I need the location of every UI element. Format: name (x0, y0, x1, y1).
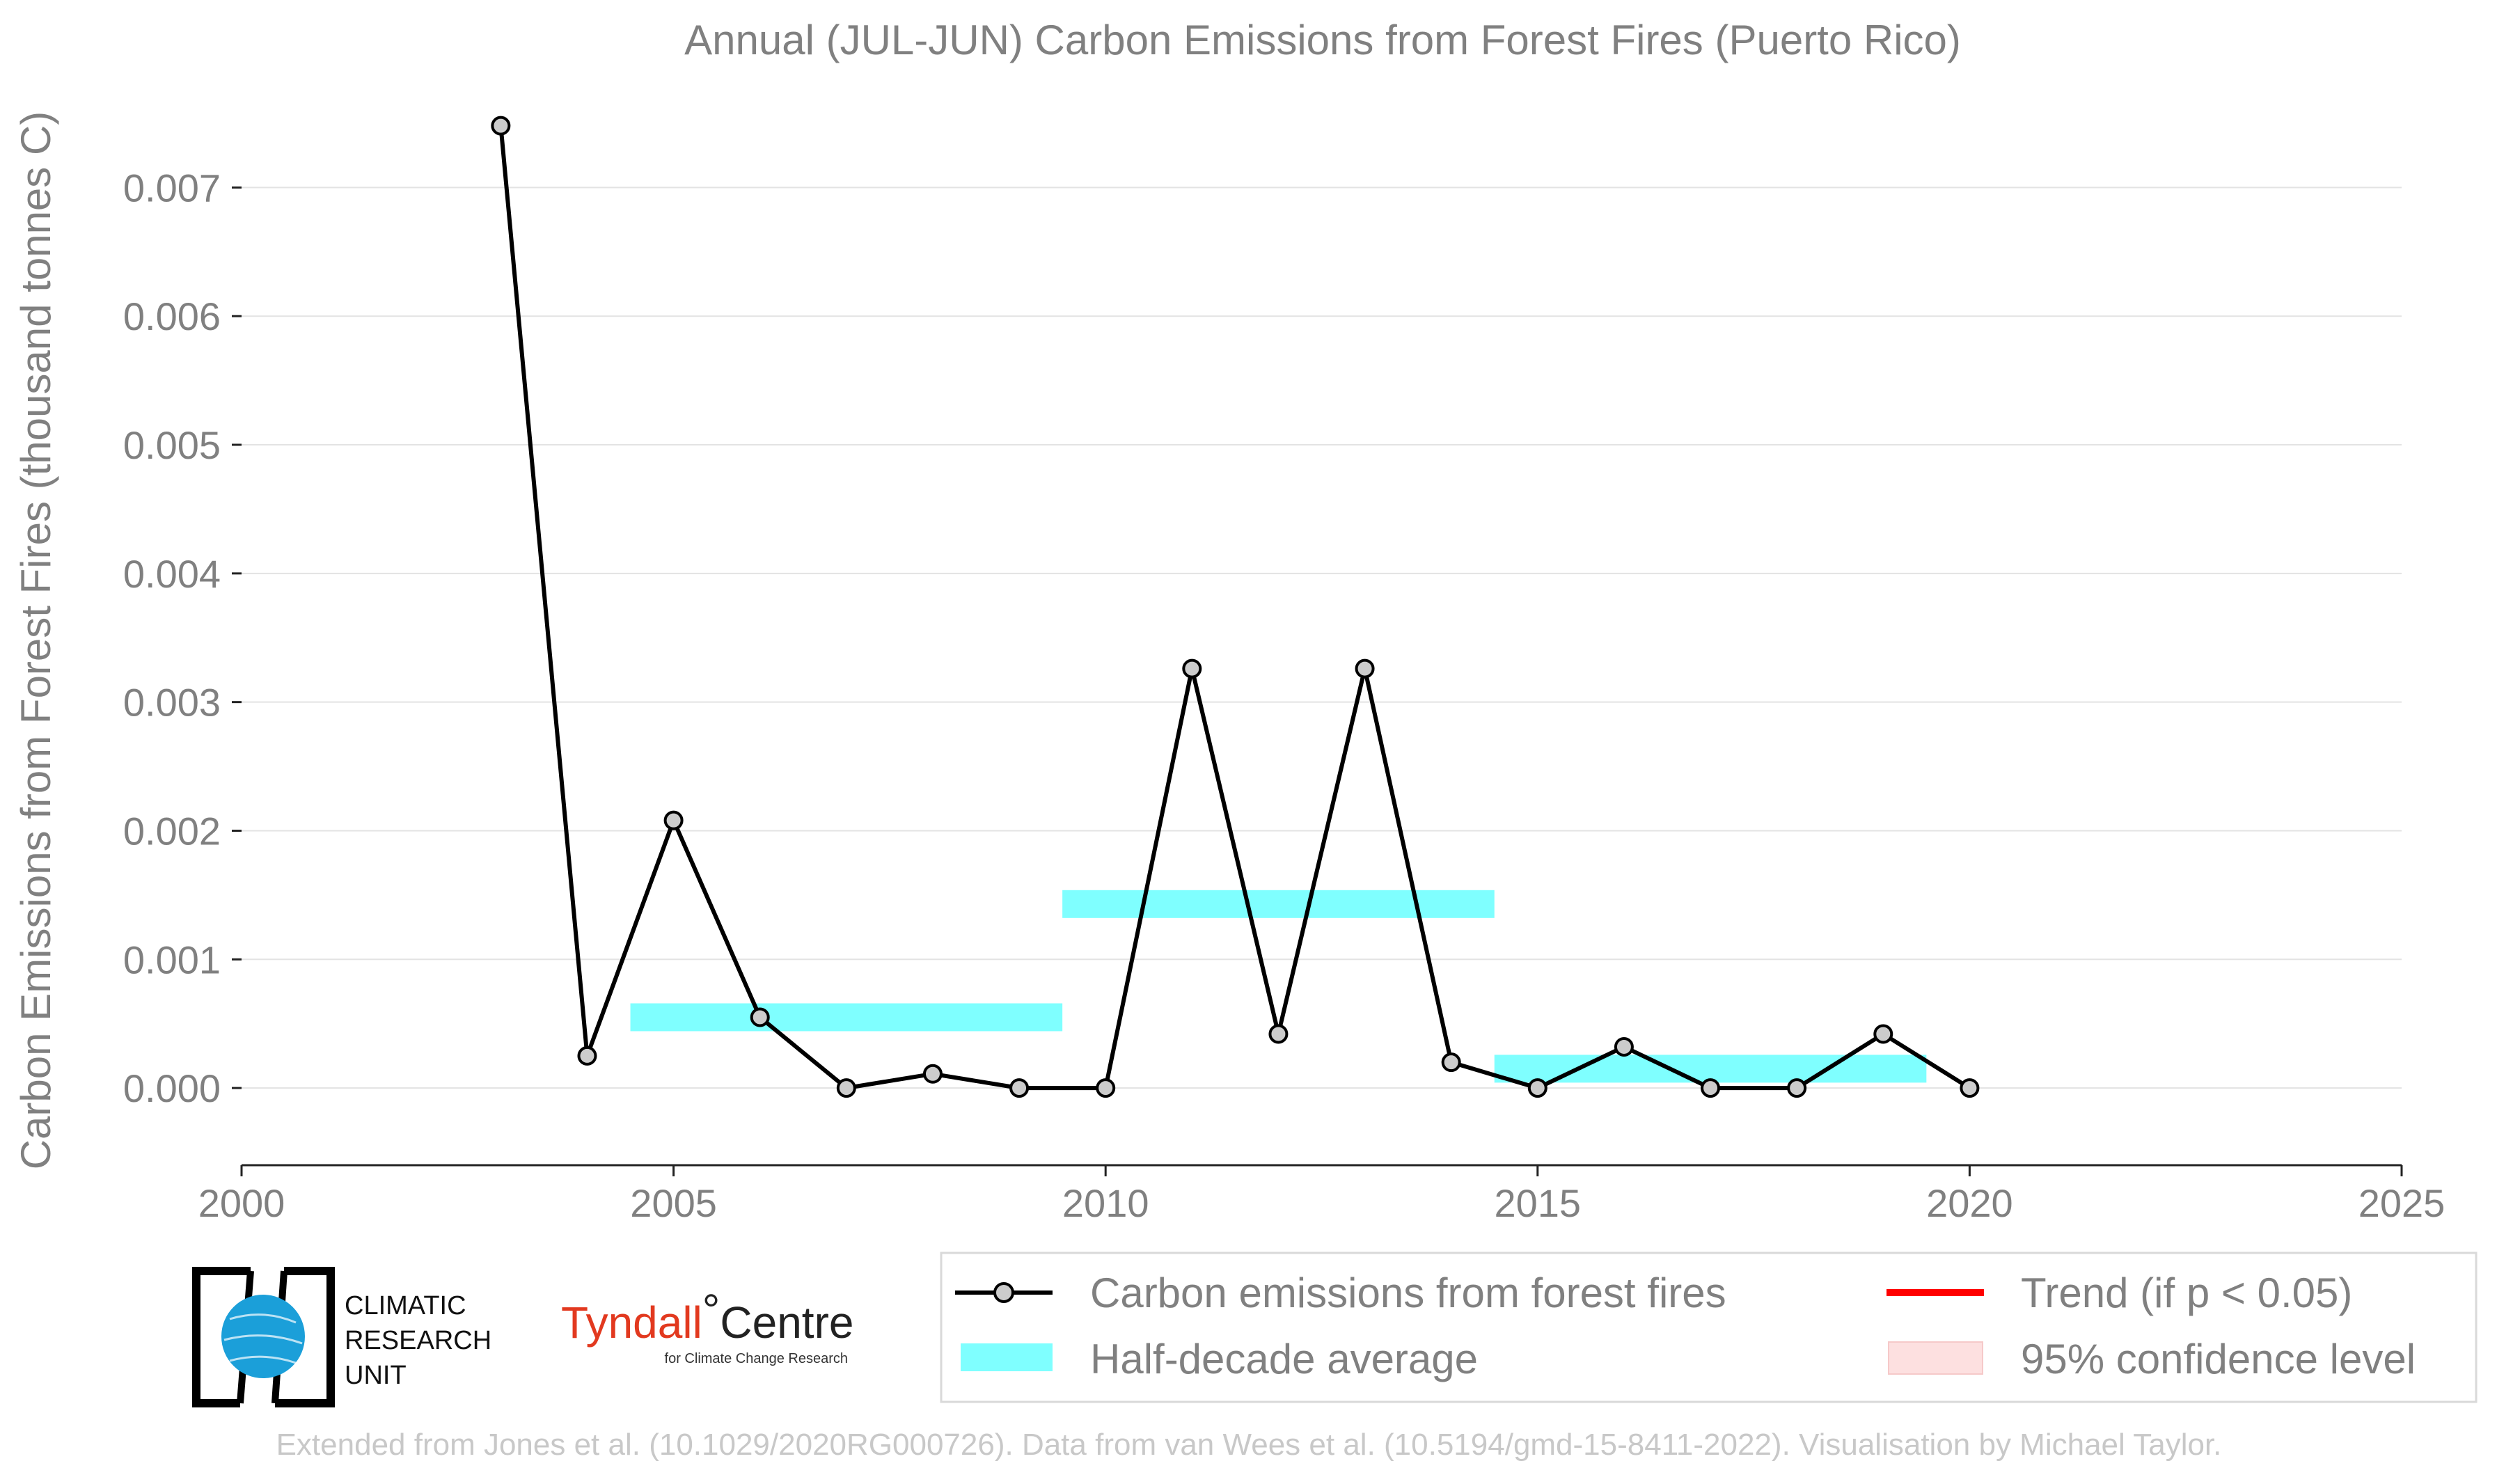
chart-title: Annual (JUL-JUN) Carbon Emissions from F… (684, 17, 1961, 63)
x-tick-label: 2005 (630, 1181, 717, 1225)
legend-label-confidence: 95% confidence level (2021, 1336, 2416, 1382)
tyndall-word: Tyndall (561, 1297, 702, 1348)
legend-label-trend: Trend (if p < 0.05) (2021, 1270, 2352, 1316)
legend-label-average: Half-decade average (1090, 1336, 1478, 1382)
data-point (1873, 1024, 1893, 1044)
y-tick-label: 0.003 (123, 681, 221, 725)
x-tick-label: 2000 (198, 1181, 285, 1225)
series-line (498, 125, 1971, 1091)
credit-line: Extended from Jones et al. (10.1029/2020… (276, 1428, 2222, 1462)
x-tick-labels: 2000 2005 2010 2015 2020 2025 (198, 1181, 2445, 1225)
y-tick-label: 0.006 (123, 294, 221, 338)
y-tick-label: 0.001 (123, 938, 221, 981)
data-point (1614, 1036, 1634, 1057)
y-tick-label: 0.007 (123, 166, 221, 210)
data-point (1527, 1078, 1547, 1098)
data-point (922, 1064, 943, 1084)
data-point (1787, 1078, 1807, 1098)
data-point (1268, 1024, 1289, 1044)
x-tick-label: 2010 (1062, 1181, 1149, 1225)
legend-marker-swatch (993, 1282, 1014, 1303)
data-point (577, 1045, 597, 1066)
data-point (1441, 1052, 1461, 1073)
y-tick-label: 0.004 (123, 552, 221, 596)
legend: Carbon emissions from forest fires Trend… (940, 1252, 2478, 1403)
y-tick-label: 0.002 (123, 809, 221, 853)
cru-line-1: CLIMATIC (345, 1291, 466, 1320)
centre-word: Centre (720, 1297, 853, 1348)
data-point (1701, 1078, 1721, 1098)
series-polyline (498, 125, 1971, 1091)
data-point (1182, 658, 1202, 679)
legend-label-series: Carbon emissions from forest fires (1090, 1270, 1726, 1316)
legend-confidence-swatch (1888, 1341, 1983, 1375)
x-tick-label: 2020 (1926, 1181, 2013, 1225)
data-point (836, 1078, 856, 1098)
svg-text:Tyndall°Centre: Tyndall°Centre (561, 1285, 853, 1348)
gridlines (242, 187, 2402, 1089)
data-point (663, 810, 684, 830)
half-decade-average-bar (1494, 1055, 1927, 1083)
half-decade-average-bar (630, 1003, 1063, 1032)
degree-glyph: ° (702, 1285, 720, 1335)
data-point (750, 1007, 770, 1027)
x-tick-label: 2015 (1495, 1181, 1582, 1225)
data-point (1960, 1078, 1980, 1098)
half-decade-average-bars (630, 890, 1927, 1083)
legend-frame (940, 1252, 2478, 1403)
data-point (1355, 658, 1375, 679)
data-point (491, 116, 511, 136)
y-tick-label: 0.000 (123, 1066, 221, 1110)
cru-line-3: UNIT (345, 1361, 407, 1390)
half-decade-average-bar (1062, 890, 1495, 918)
data-point (1009, 1078, 1030, 1098)
legend-average-swatch (961, 1343, 1053, 1371)
series-markers (491, 116, 1980, 1098)
y-tick-label: 0.005 (123, 423, 221, 467)
x-tick-label: 2025 (2358, 1181, 2445, 1225)
y-tick-labels: 0.000 0.001 0.002 0.003 0.004 0.005 0.006 0.007 (123, 166, 242, 1110)
cru-logo: CLIMATIC RESEARCH UNIT (192, 1267, 491, 1407)
tyndall-subtitle: for Climate Change Research (665, 1351, 848, 1366)
x-tick-marks (240, 1165, 2403, 1176)
y-axis-label: Carbon Emissions from Forest Fires (thou… (13, 111, 59, 1170)
cru-line-2: RESEARCH (345, 1326, 491, 1355)
tyndall-logo: Tyndall°Centre for Climate Change Resear… (561, 1285, 853, 1366)
data-point (1096, 1078, 1116, 1098)
